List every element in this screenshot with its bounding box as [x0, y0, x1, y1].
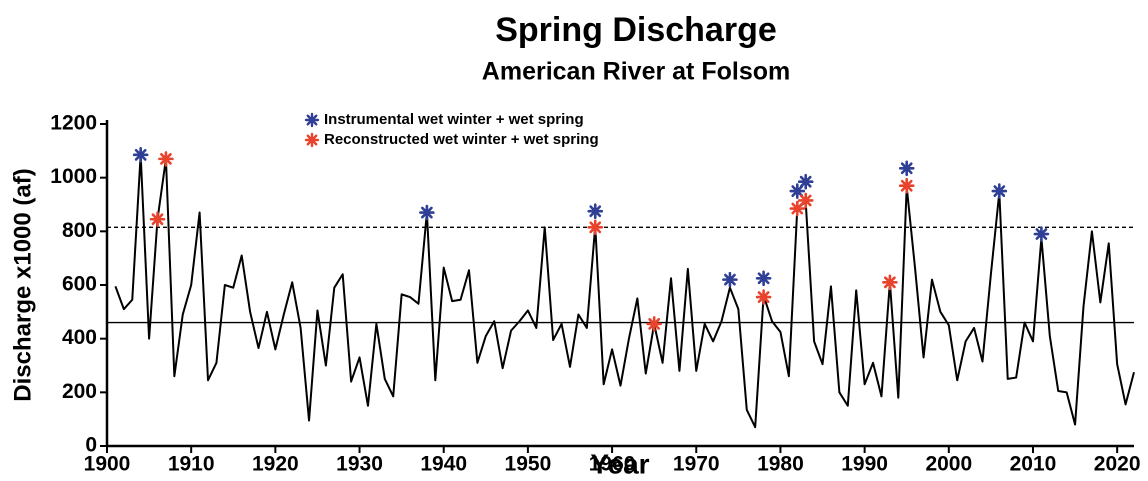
star-marker: [755, 289, 772, 305]
star-marker: [991, 183, 1008, 199]
x-tick-label: 1910: [168, 453, 215, 476]
x-tick-label: 1990: [841, 453, 888, 476]
data-line: [114, 153, 1135, 429]
x-tick-label: 1960: [589, 453, 636, 476]
x-tick-label: 2010: [1010, 453, 1057, 476]
legend-label: Instrumental wet winter + wet spring: [324, 111, 584, 128]
star-marker: [797, 192, 814, 209]
y-axis-label: Discharge x1000 (af): [9, 168, 36, 401]
y-tick-label: 400: [62, 326, 97, 349]
y-tick-label: 800: [62, 219, 97, 242]
legend-marker: [304, 112, 320, 128]
x-axis-label: Year: [590, 448, 649, 479]
legend-marker: [304, 132, 320, 148]
star-marker: [722, 271, 738, 288]
x-tick-label: 2020: [1094, 453, 1141, 476]
legend-label: Reconstructed wet winter + wet spring: [324, 131, 599, 148]
y-tick-label: 200: [62, 380, 97, 403]
y-tick-label: 1200: [50, 112, 97, 135]
star-marker: [587, 219, 604, 236]
y-tick-label: 0: [85, 434, 97, 457]
chart-subtitle: American River at Folsom: [482, 58, 790, 86]
star-marker: [882, 274, 898, 291]
star-marker: [646, 316, 662, 332]
star-marker: [755, 270, 772, 287]
star-marker: [898, 177, 915, 194]
star-marker: [132, 147, 149, 163]
star-marker: [587, 203, 604, 220]
star-marker: [898, 160, 915, 177]
x-tick-label: 1900: [84, 453, 131, 476]
x-tick-label: 1970: [673, 453, 720, 476]
x-tick-label: 1980: [757, 453, 804, 476]
chart-title: Spring Discharge: [495, 11, 777, 49]
x-tick-label: 1940: [420, 453, 467, 476]
star-marker: [789, 183, 806, 199]
star-marker: [158, 151, 174, 167]
x-tick-label: 2000: [925, 453, 972, 476]
x-tick-label: 1950: [505, 453, 552, 476]
star-marker: [1033, 226, 1050, 242]
x-tick-label: 1920: [252, 453, 299, 476]
star-marker: [419, 204, 435, 221]
y-tick-label: 600: [62, 273, 97, 296]
y-tick-label: 1000: [50, 165, 97, 188]
x-tick-label: 1930: [336, 453, 383, 476]
star-marker: [789, 200, 806, 217]
star-marker: [797, 173, 814, 190]
star-marker: [149, 211, 166, 228]
